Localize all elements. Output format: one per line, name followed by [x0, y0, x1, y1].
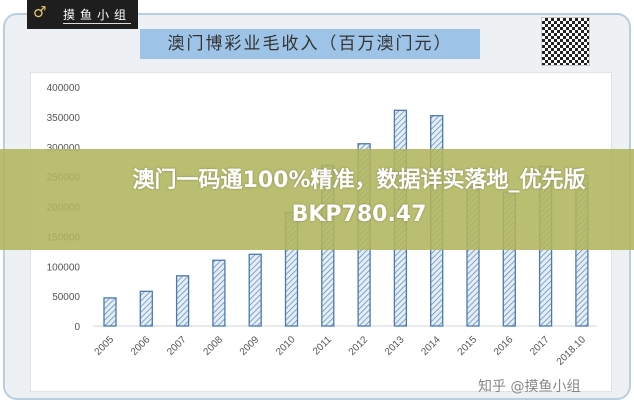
- x-tick-label: 2008: [202, 334, 226, 358]
- bar-2008: [212, 259, 226, 327]
- y-tick-label: 100000: [47, 262, 81, 273]
- watermark: 知乎 @摸鱼小组: [478, 379, 581, 395]
- y-tick-label: 50000: [52, 292, 80, 303]
- qr-code-icon: [541, 17, 590, 66]
- x-tick-label: 2009: [238, 334, 262, 358]
- headline-banner: 澳门一码通100%精准，数据详实落地_优先版BKP780.47: [0, 149, 634, 250]
- x-tick-label: 2016: [492, 334, 516, 358]
- y-tick-label: 400000: [47, 83, 81, 94]
- y-tick-label: 350000: [47, 113, 81, 124]
- y-tick-label: 0: [74, 322, 80, 333]
- x-tick-label: 2010: [274, 334, 298, 358]
- x-tick-label: 2012: [347, 334, 371, 358]
- x-tick-label: 2006: [129, 334, 153, 358]
- x-tick-label: 2013: [383, 334, 407, 358]
- bar-2007: [175, 275, 190, 327]
- x-tick-label: 2017: [528, 334, 552, 358]
- x-tick-label: 2011: [311, 334, 334, 357]
- x-tick-label: 2018.10: [555, 334, 589, 368]
- headline-text: 澳门一码通100%精准，数据详实落地_优先版BKP780.47: [132, 168, 586, 227]
- logo-text: 摸鱼小组: [63, 8, 132, 24]
- x-tick-label: 2015: [456, 334, 480, 358]
- x-tick-label: 2005: [93, 334, 117, 358]
- fish-logo-icon: ♂: [33, 3, 47, 21]
- logo: ♂ 摸鱼小组: [27, 0, 138, 29]
- bar-2009: [248, 253, 262, 327]
- bar-2006: [139, 290, 153, 327]
- chart-title: 澳门博彩业毛收入（百万澳门元）: [140, 29, 480, 59]
- x-tick-label: 2007: [165, 334, 189, 358]
- y-tick-label: 300000: [47, 143, 81, 154]
- bar-2005: [103, 297, 117, 327]
- x-tick-label: 2014: [419, 334, 443, 358]
